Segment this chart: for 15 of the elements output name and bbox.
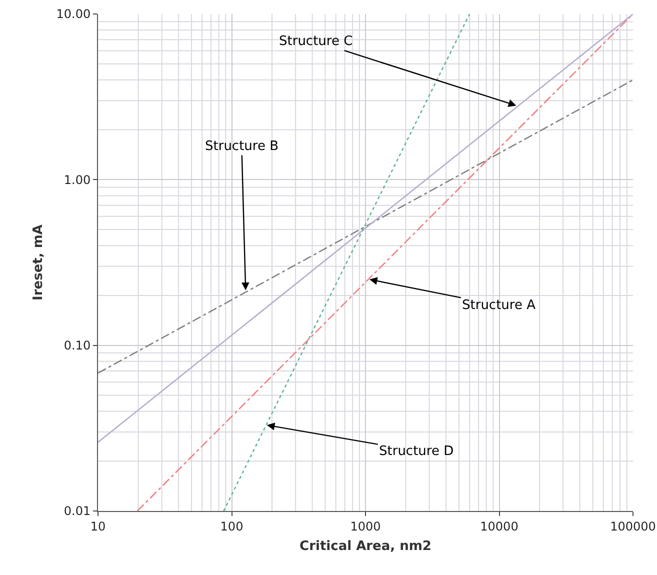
y-tick-label: 10.00 [56, 7, 91, 22]
annotation: Structure B [205, 139, 279, 154]
annotation: Structure D [379, 444, 454, 459]
y-axis-title: Ireset, mA [31, 224, 46, 300]
annotation: Structure A [462, 298, 536, 313]
y-tick-label: 0.01 [64, 504, 91, 518]
x-axis-title: Critical Area, nm2 [300, 539, 432, 554]
x-tick-label: 10 [90, 519, 106, 534]
x-tick-label: 100 [220, 519, 244, 534]
x-tick-label: 10000 [480, 519, 518, 534]
x-tick-label: 100000 [610, 519, 656, 534]
y-tick-label: 1.00 [64, 172, 91, 187]
y-tick-label: 0.10 [64, 338, 91, 353]
annotation: Structure C [279, 34, 353, 49]
x-tick-label: 1000 [350, 519, 381, 534]
